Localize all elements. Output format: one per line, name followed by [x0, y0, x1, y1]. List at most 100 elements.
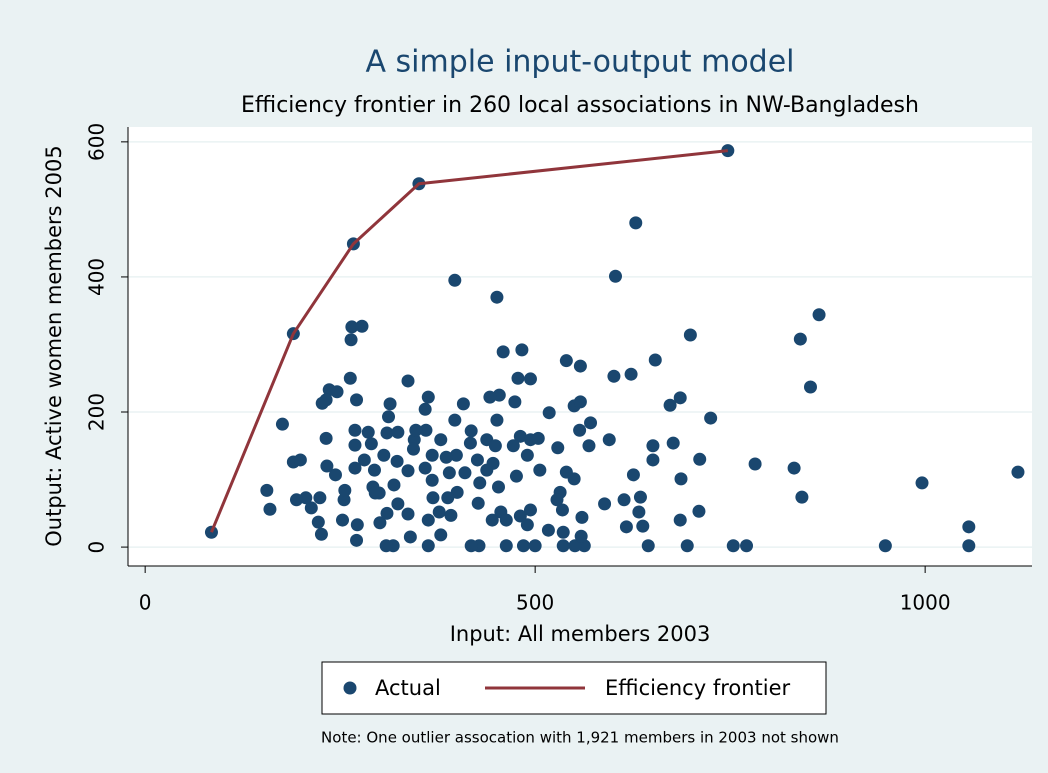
scatter-point: [419, 423, 433, 437]
scatter-point: [962, 520, 976, 534]
scatter-point: [275, 417, 289, 431]
scatter-point: [496, 345, 510, 359]
scatter-point: [531, 431, 545, 445]
scatter-point: [313, 491, 327, 505]
scatter-point: [520, 518, 534, 532]
scatter-point: [335, 513, 349, 527]
legend-label: Efficiency frontier: [605, 676, 791, 700]
scatter-point: [508, 395, 522, 409]
scatter-point: [550, 493, 564, 507]
scatter-point: [541, 523, 555, 537]
scatter-point: [488, 439, 502, 453]
scatter-point: [421, 390, 435, 404]
scatter-point: [674, 472, 688, 486]
scatter-point: [795, 490, 809, 504]
scatter-point: [573, 423, 587, 437]
scatter-point: [962, 539, 976, 553]
scatter-point: [464, 424, 478, 438]
scatter-point: [348, 438, 362, 452]
scatter-point: [626, 468, 640, 482]
scatter-point: [458, 466, 472, 480]
scatter-point: [421, 539, 435, 553]
scatter-point: [380, 506, 394, 520]
scatter-point: [391, 497, 405, 511]
scatter-point: [391, 425, 405, 439]
y-axis-title: Output: Active women members 2005: [42, 145, 66, 547]
scatter-point: [602, 433, 616, 447]
scatter-point: [559, 354, 573, 368]
scatter-point: [491, 480, 505, 494]
scatter-point: [390, 454, 404, 468]
scatter-point: [314, 527, 328, 541]
scatter-point: [516, 539, 530, 553]
scatter-point: [463, 436, 477, 450]
scatter-point: [573, 395, 587, 409]
legend-label: Actual: [375, 676, 441, 700]
scatter-point: [523, 372, 537, 386]
scatter-point: [740, 539, 754, 553]
scatter-point: [439, 450, 453, 464]
y-tick-label: 600: [85, 123, 109, 161]
scatter-point: [490, 290, 504, 304]
scatter-point: [448, 413, 462, 427]
scatter-point: [573, 359, 587, 373]
scatter-point: [350, 518, 364, 532]
scatter-point: [1011, 465, 1025, 479]
scatter-point: [511, 371, 525, 385]
scatter-point: [673, 391, 687, 405]
scatter-point: [401, 374, 415, 388]
scatter-point: [803, 380, 817, 394]
scatter-point: [409, 423, 423, 437]
scatter-point: [377, 448, 391, 462]
scatter-point: [506, 439, 520, 453]
scatter-point: [260, 483, 274, 497]
scatter-point: [608, 269, 622, 283]
scatter-point: [726, 539, 740, 553]
scatter-point: [367, 463, 381, 477]
scatter-point: [449, 448, 463, 462]
scatter-point: [663, 398, 677, 412]
scatter-point: [315, 396, 329, 410]
chart-subtitle: Efficiency frontier in 260 local associa…: [241, 93, 919, 118]
scatter-point: [426, 491, 440, 505]
scatter-point: [330, 385, 344, 399]
scatter-point: [304, 501, 318, 515]
x-tick-label: 500: [516, 591, 554, 615]
scatter-point: [361, 425, 375, 439]
scatter-point: [556, 539, 570, 553]
scatter-point: [319, 431, 333, 445]
scatter-point: [551, 441, 565, 455]
scatter-point: [355, 319, 369, 333]
scatter-point: [350, 533, 364, 547]
scatter-point: [582, 439, 596, 453]
x-tick-label: 1000: [900, 591, 951, 615]
y-tick-label: 400: [85, 258, 109, 296]
scatter-point: [348, 423, 362, 437]
scatter-point: [633, 490, 647, 504]
scatter-point: [263, 502, 277, 516]
scatter-point: [533, 463, 547, 477]
scatter-point: [343, 371, 357, 385]
scatter-point: [357, 453, 371, 467]
scatter-point: [473, 476, 487, 490]
scatter-point: [434, 433, 448, 447]
scatter-point: [636, 519, 650, 533]
scatter-point: [368, 486, 382, 500]
scatter-point: [320, 459, 334, 473]
scatter-point: [520, 448, 534, 462]
scatter-point: [337, 493, 351, 507]
scatter-point: [406, 442, 420, 456]
scatter-point: [568, 539, 582, 553]
scatter-point: [509, 469, 523, 483]
scatter-point: [418, 461, 432, 475]
scatter-point: [523, 503, 537, 517]
scatter-point: [878, 539, 892, 553]
scatter-point: [483, 390, 497, 404]
chart-title: A simple input-output model: [365, 45, 794, 80]
scatter-point: [787, 461, 801, 475]
scatter-point: [328, 468, 342, 482]
scatter-point: [403, 530, 417, 544]
y-tick-label: 0: [85, 541, 109, 554]
scatter-point: [418, 402, 432, 416]
